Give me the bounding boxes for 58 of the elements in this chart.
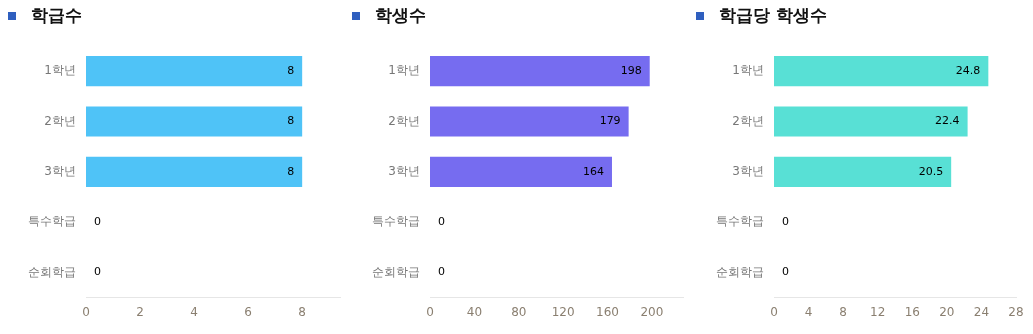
data-label: 22.4 [935,114,960,128]
bar [430,156,612,187]
x-tick-label: 4 [190,304,198,319]
y-tick-label: 2학년 [44,113,76,128]
data-label: 198 [620,64,642,78]
bar [774,106,968,137]
x-tick-label: 80 [511,304,527,319]
bar [774,156,952,187]
x-tick-label: 16 [904,304,920,319]
x-tick-label: 0 [426,304,434,319]
x-tick-label: 2 [136,304,144,319]
data-label: 24.8 [955,64,981,78]
y-tick-label: 1학년 [732,63,764,78]
x-tick-label: 24 [973,304,990,319]
x-tick-label: 20 [939,304,955,319]
y-tick-label: 순회학급 [716,264,764,279]
x-tick-label: 160 [596,304,619,319]
x-tick-label: 0 [770,304,778,319]
x-tick-label: 8 [298,304,306,319]
x-tick-label: 200 [640,304,664,319]
y-tick-label: 3학년 [44,163,76,178]
bar [430,56,650,87]
x-tick-label: 40 [466,304,483,319]
data-label: 0 [782,265,789,279]
y-tick-label: 특수학급 [372,214,420,229]
y-tick-label: 3학년 [388,163,420,178]
bar [430,106,629,137]
data-label: 8 [287,114,295,128]
data-label: 179 [599,114,621,128]
data-label: 20.5 [918,164,944,178]
x-tick-label: 4 [804,304,813,319]
x-tick-label: 28 [1008,304,1024,319]
y-tick-label: 특수학급 [716,214,764,229]
y-tick-label: 2학년 [388,113,420,128]
bar [774,56,989,87]
data-label: 0 [94,214,101,228]
x-tick-label: 12 [870,304,886,319]
x-tick-label: 8 [839,304,847,319]
data-label: 0 [438,214,445,228]
y-tick-label: 2학년 [732,113,764,128]
chart-title: 학급당 학생수 [719,4,827,27]
chart-title: 학급수 [31,4,82,27]
y-tick-label: 1학년 [388,63,420,78]
x-tick-label: 6 [244,304,252,319]
y-tick-label: 1학년 [44,63,76,78]
y-tick-label: 특수학급 [28,214,76,229]
x-tick-label: 0 [82,304,90,319]
y-tick-label: 순회학급 [28,264,76,279]
data-label: 164 [582,164,604,178]
chart-title: 학생수 [375,4,426,27]
data-label: 8 [287,164,295,178]
y-tick-label: 3학년 [732,163,764,178]
x-tick-label: 120 [551,304,575,319]
y-tick-label: 순회학급 [372,264,420,279]
data-label: 0 [94,265,101,279]
data-label: 8 [287,64,295,78]
data-label: 0 [782,214,789,228]
data-label: 0 [438,265,445,279]
